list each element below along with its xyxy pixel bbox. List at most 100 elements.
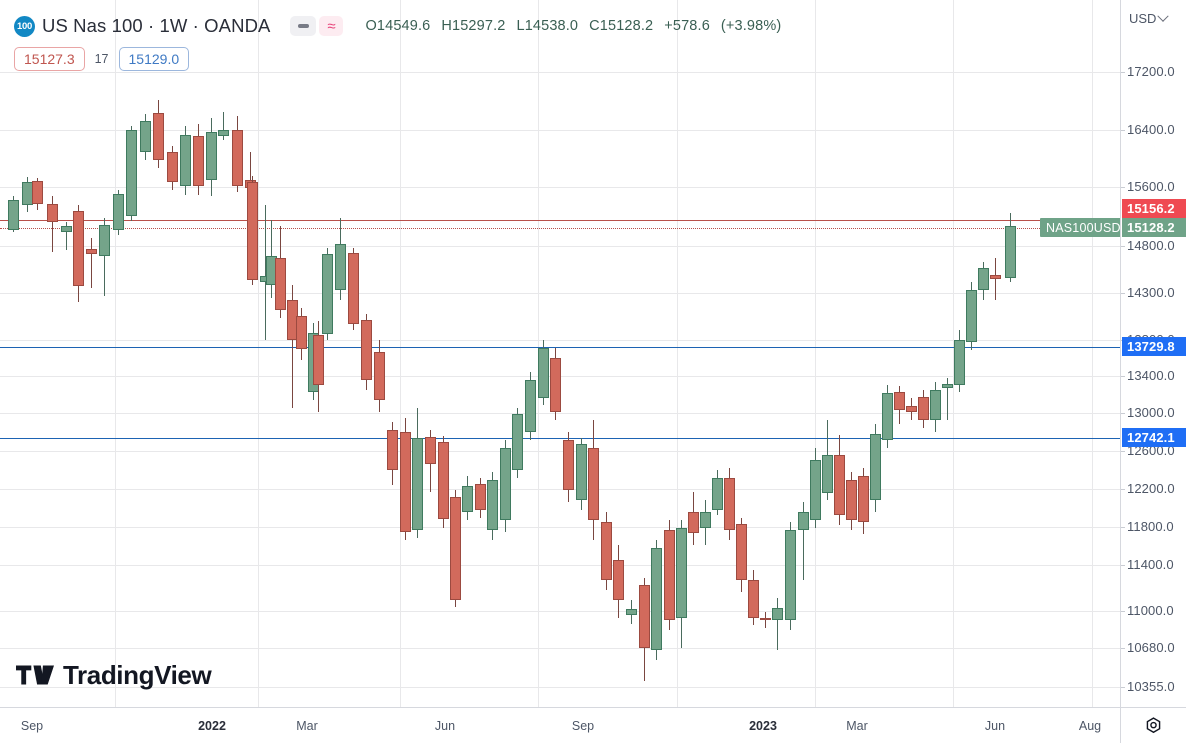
gridline-horizontal [0,451,1120,452]
candle-wick [264,205,267,340]
candle-body [32,181,43,204]
candle-body [894,392,905,410]
candle-body [588,448,599,520]
candle-body [688,512,699,533]
candle-body [47,204,58,222]
candle-body [966,290,977,342]
candle-body [232,130,243,186]
price-level-resistance[interactable] [0,347,1120,348]
candle-wick [90,238,93,288]
gridline-vertical [400,0,401,707]
candle-body [870,434,881,500]
price-tick-label: 17200.0 [1127,64,1175,79]
price-tick-mark [1121,451,1125,452]
price-level-high-marker[interactable] [0,220,1120,221]
candle-body [626,609,637,615]
candle-body [676,528,687,618]
gridline-horizontal [0,611,1120,612]
candle-body [387,430,398,470]
gridline-horizontal [0,72,1120,73]
price-tick-mark [1121,187,1125,188]
price-tick-mark [1121,648,1125,649]
candle-body [760,618,771,620]
candle-body [550,358,561,412]
gridline-horizontal [0,130,1120,131]
price-tick-mark [1121,489,1125,490]
candle-body [126,130,137,216]
price-tick-label: 11400.0 [1127,557,1174,572]
price-tick-label: 16400.0 [1127,122,1175,137]
chart-settings-button[interactable] [1120,708,1186,743]
candle-wick [103,218,106,296]
candle-body [576,444,587,500]
price-tick-mark [1121,130,1125,131]
candle-body [846,480,857,520]
price-tick-label: 10355.0 [1127,679,1175,694]
price-level-current-price[interactable] [0,228,1120,229]
tradingview-logo-icon [16,665,54,685]
gridline-horizontal [0,340,1120,341]
candle-body [296,316,307,349]
candle-body [412,438,423,530]
price-badge-red[interactable]: 15156.2 [1122,199,1186,218]
price-tick-label: 11000.0 [1127,603,1174,618]
gridline-horizontal [0,648,1120,649]
chart-plot-area[interactable]: NAS100USD [0,0,1120,707]
gridline-horizontal [0,413,1120,414]
price-tick-mark [1121,293,1125,294]
price-tick-label: 14800.0 [1127,238,1175,253]
candle-body [942,384,953,388]
time-scale[interactable]: Sep 2022 Mar Jun Sep 2023 Mar Jun Aug [0,707,1186,743]
candle-body [651,548,662,650]
candle-body [193,136,204,186]
price-tick-label: 12200.0 [1127,481,1175,496]
candle-body [810,460,821,520]
candle-wick [776,598,779,650]
candle-body [748,580,759,618]
price-badge-blue[interactable]: 13729.8 [1122,337,1186,356]
time-tick-label: 2023 [749,719,777,733]
candle-body [400,432,411,532]
candle-body [882,393,893,440]
candle-body [99,225,110,256]
candle-body [425,437,436,464]
candle-body [736,524,747,580]
price-tick-mark [1121,611,1125,612]
candle-body [247,182,258,280]
gridline-vertical [115,0,116,707]
candle-body [785,530,796,620]
gridline-vertical [677,0,678,707]
price-level-support[interactable] [0,438,1120,439]
candle-body [1005,226,1016,278]
candle-body [906,406,917,412]
gridline-horizontal [0,246,1120,247]
candle-wick [51,196,54,252]
candle-wick [291,285,294,408]
price-badge-green[interactable]: 15128.2 [1122,218,1186,237]
gridline-vertical [953,0,954,707]
price-badge-blue[interactable]: 12742.1 [1122,428,1186,447]
candle-body [613,560,624,600]
candle-body [374,352,385,400]
gridline-horizontal [0,293,1120,294]
price-tick-label: 15600.0 [1127,179,1175,194]
price-tick-mark [1121,413,1125,414]
candle-body [798,512,809,530]
gridline-horizontal [0,489,1120,490]
candle-body [140,121,151,152]
currency-selector[interactable]: USD [1129,10,1170,26]
candle-body [664,530,675,620]
price-tick-mark [1121,565,1125,566]
price-tick-label: 13000.0 [1127,405,1175,420]
candle-body [218,130,229,136]
symbol-price-flag: NAS100USD [1040,218,1120,237]
candle-body [487,480,498,530]
candle-body [525,380,536,432]
chart-settings-icon [1146,717,1161,734]
candle-body [348,253,359,324]
candle-body [313,335,324,385]
price-scale[interactable]: USD 17200.0 16400.0 15600.0 14800.0 14300.0 1… [1120,0,1186,707]
candle-body [700,512,711,528]
price-tick-label: 10680.0 [1127,640,1175,655]
